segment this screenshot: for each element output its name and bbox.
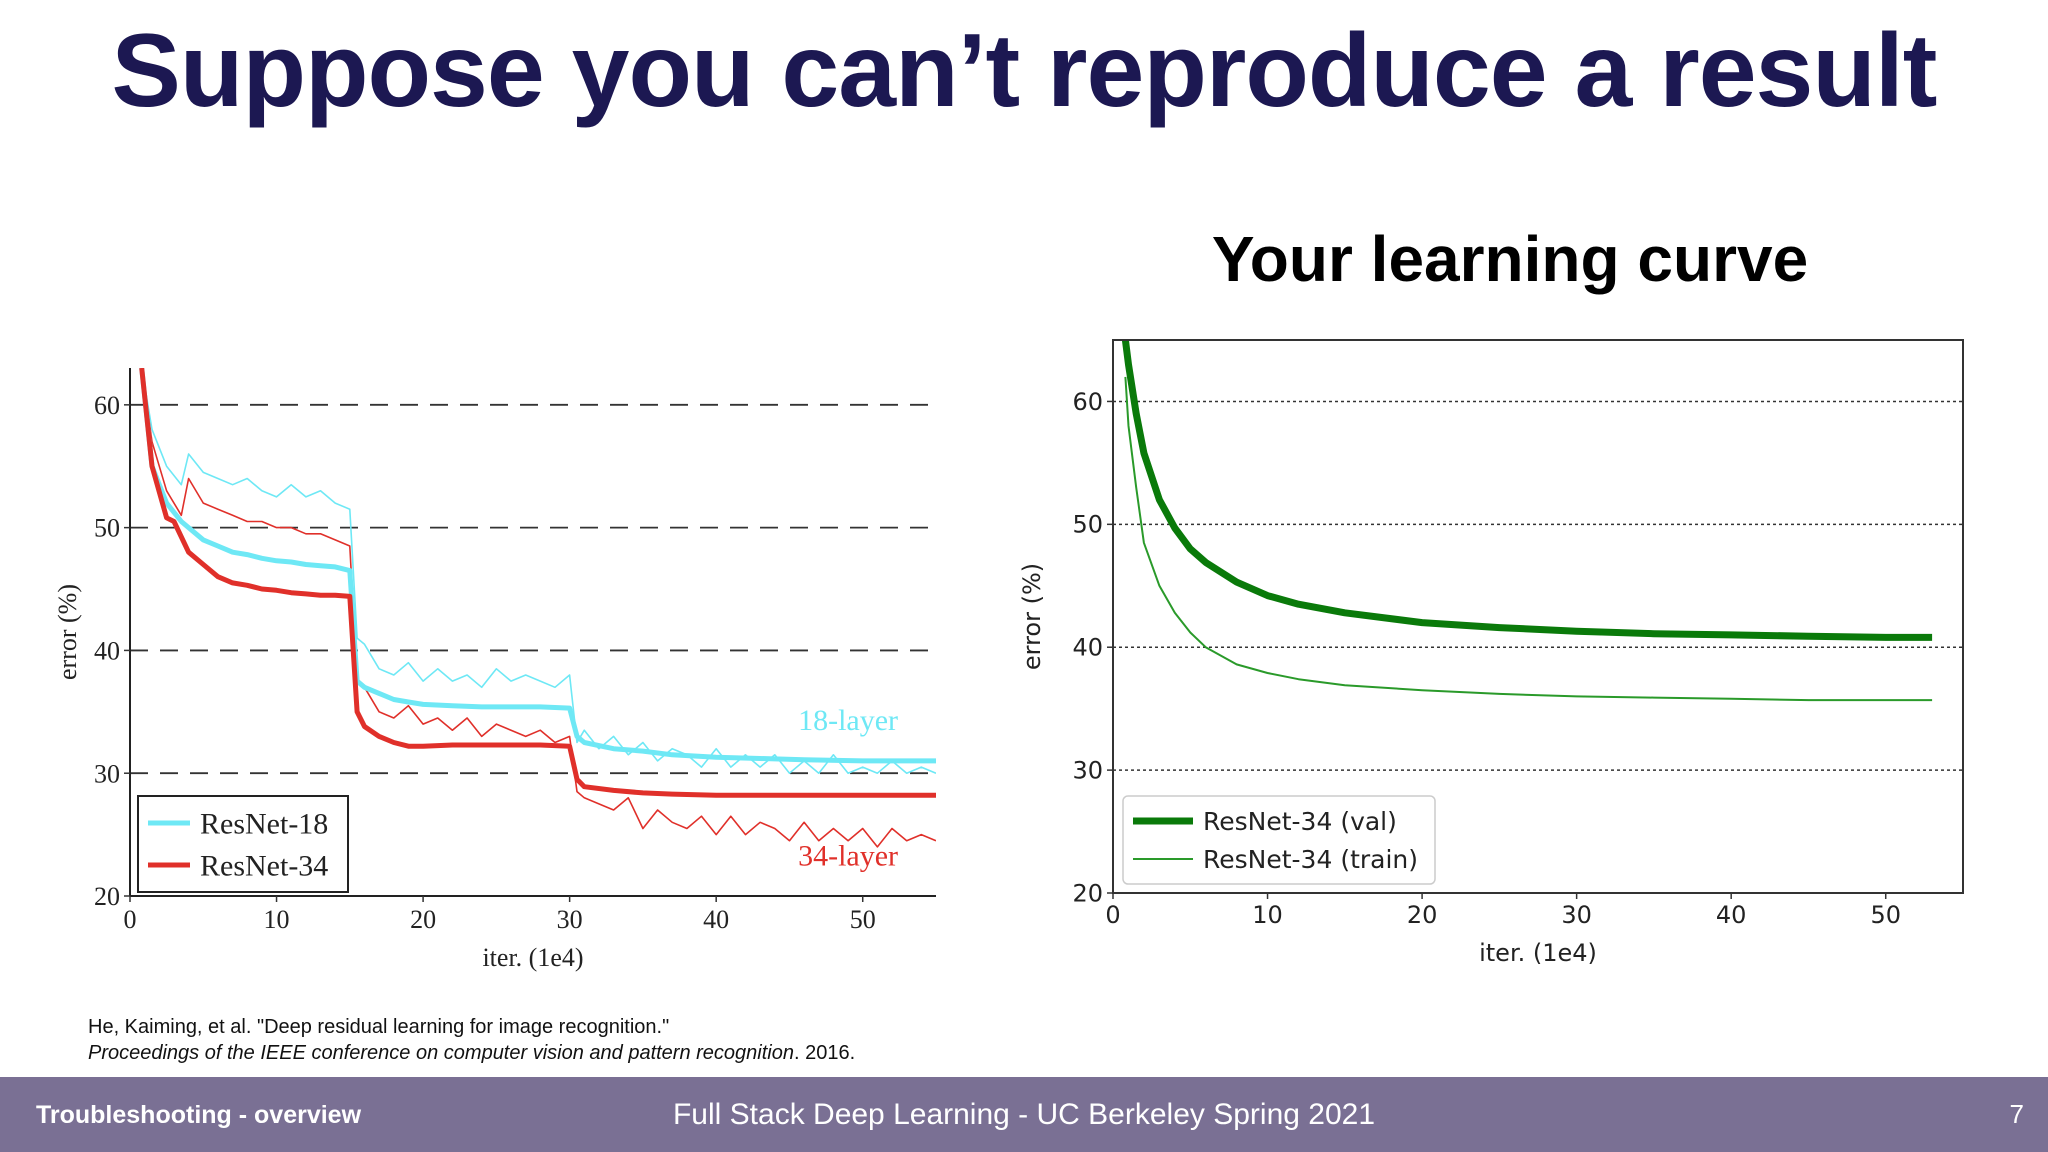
x-tick-label: 50 bbox=[1870, 901, 1901, 929]
legend-box bbox=[1122, 795, 1436, 885]
y-tick-label: 20 bbox=[94, 882, 120, 911]
footer-bar: Troubleshooting - overview Full Stack De… bbox=[0, 1077, 2048, 1152]
y-axis-label: error (%) bbox=[1018, 563, 1046, 670]
citation: He, Kaiming, et al. "Deep residual learn… bbox=[88, 1014, 1188, 1066]
citation-venue: Proceedings of the IEEE conference on co… bbox=[88, 1042, 794, 1064]
series-line bbox=[1124, 376, 1933, 702]
y-axis-label: error (%) bbox=[53, 584, 82, 680]
series-line bbox=[140, 368, 936, 774]
y-tick-label: 40 bbox=[94, 637, 120, 666]
footer-section-label: Troubleshooting - overview bbox=[36, 1101, 362, 1129]
y-tick-label: 60 bbox=[1072, 388, 1103, 416]
x-tick-label: 30 bbox=[1561, 901, 1592, 929]
series-line bbox=[139, 368, 936, 764]
series-annotation: 18-layer bbox=[798, 704, 898, 737]
page-number: 7 bbox=[2009, 1099, 2024, 1129]
y-tick-label: 50 bbox=[1072, 511, 1103, 539]
x-axis-label: iter. (1e4) bbox=[482, 943, 583, 972]
x-tick-label: 20 bbox=[410, 905, 436, 934]
series-annotation: 34-layer bbox=[798, 839, 898, 872]
slide-title: Suppose you can’t reproduce a result bbox=[111, 13, 1938, 129]
y-tick-label: 30 bbox=[1072, 757, 1103, 785]
y-tick-label: 20 bbox=[1072, 879, 1103, 907]
x-tick-label: 30 bbox=[557, 905, 583, 934]
x-tick-label: 40 bbox=[1716, 901, 1747, 929]
x-tick-label: 20 bbox=[1407, 901, 1438, 929]
your-learning-curve-chart: 0 10 20 30 40 50 20 30 40 50 60 iter. (1e4) error (%… bbox=[1018, 339, 1964, 967]
x-tick-label: 50 bbox=[850, 905, 876, 934]
y-tick-label: 60 bbox=[94, 391, 120, 420]
x-tick-label: 0 bbox=[124, 905, 137, 934]
x-tick-label: 40 bbox=[703, 905, 729, 934]
x-axis-label: iter. (1e4) bbox=[1479, 939, 1597, 967]
x-tick-label: 10 bbox=[1252, 901, 1283, 929]
legend-box bbox=[137, 795, 349, 893]
series-line bbox=[140, 368, 936, 848]
y-tick-label: 50 bbox=[94, 514, 120, 543]
legend-label: ResNet-34 (val) bbox=[1203, 807, 1397, 836]
x-tick-label: 0 bbox=[1105, 901, 1120, 929]
legend-label: ResNet-34 (train) bbox=[1203, 845, 1418, 874]
citation-authors: He, Kaiming, et al. "Deep residual learn… bbox=[88, 1016, 670, 1038]
plot-frame bbox=[1112, 339, 1964, 894]
legend-label: ResNet-34 bbox=[200, 850, 328, 883]
legend-label: ResNet-18 bbox=[200, 808, 328, 841]
right-chart-caption: Your learning curve bbox=[1211, 223, 1809, 295]
paper-learning-curve-chart: 0 10 20 30 40 50 20 30 40 50 60 iter. (1e4) error (%… bbox=[53, 368, 936, 972]
footer-course-title: Full Stack Deep Learning - UC Berkeley S… bbox=[672, 1098, 1376, 1131]
citation-year: . 2016. bbox=[794, 1042, 856, 1064]
series-line bbox=[139, 368, 936, 798]
x-tick-label: 10 bbox=[264, 905, 290, 934]
y-tick-label: 30 bbox=[94, 759, 120, 788]
citation-venue-line: Proceedings of the IEEE conference on co… bbox=[88, 1040, 1188, 1066]
y-tick-label: 40 bbox=[1072, 634, 1103, 662]
series-line bbox=[1121, 340, 1933, 641]
